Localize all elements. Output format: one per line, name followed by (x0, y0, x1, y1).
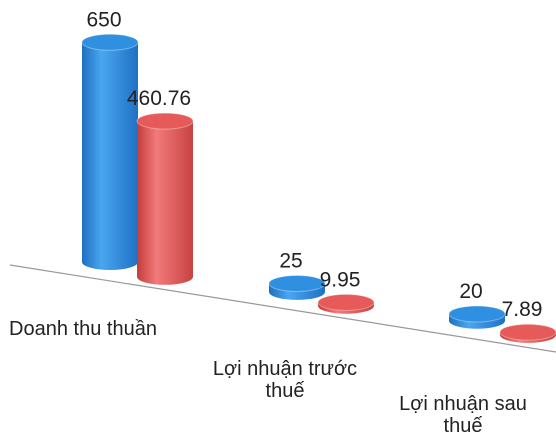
cylinder-body (82, 42, 138, 262)
cylinder-top (136, 112, 194, 130)
data-label: 7.89 (502, 298, 543, 321)
category-label: Lợi nhuận sau thuế (399, 393, 527, 437)
data-label: 20 (459, 280, 482, 303)
cylinder-top (81, 33, 139, 51)
data-label: 9.95 (320, 268, 361, 291)
data-label: 25 (279, 249, 302, 272)
cylinder-top (317, 293, 375, 311)
data-label: 650 (86, 8, 121, 31)
category-label: Lợi nhuận trước thuế (212, 358, 358, 402)
cylinder-top (448, 305, 506, 323)
data-label: 460.76 (127, 87, 191, 110)
cylinder-top (268, 274, 326, 292)
cylinder-body (137, 121, 193, 277)
baseline (9, 264, 556, 353)
cylinder-top (499, 323, 556, 341)
category-label: Doanh thu thuần (9, 318, 157, 340)
